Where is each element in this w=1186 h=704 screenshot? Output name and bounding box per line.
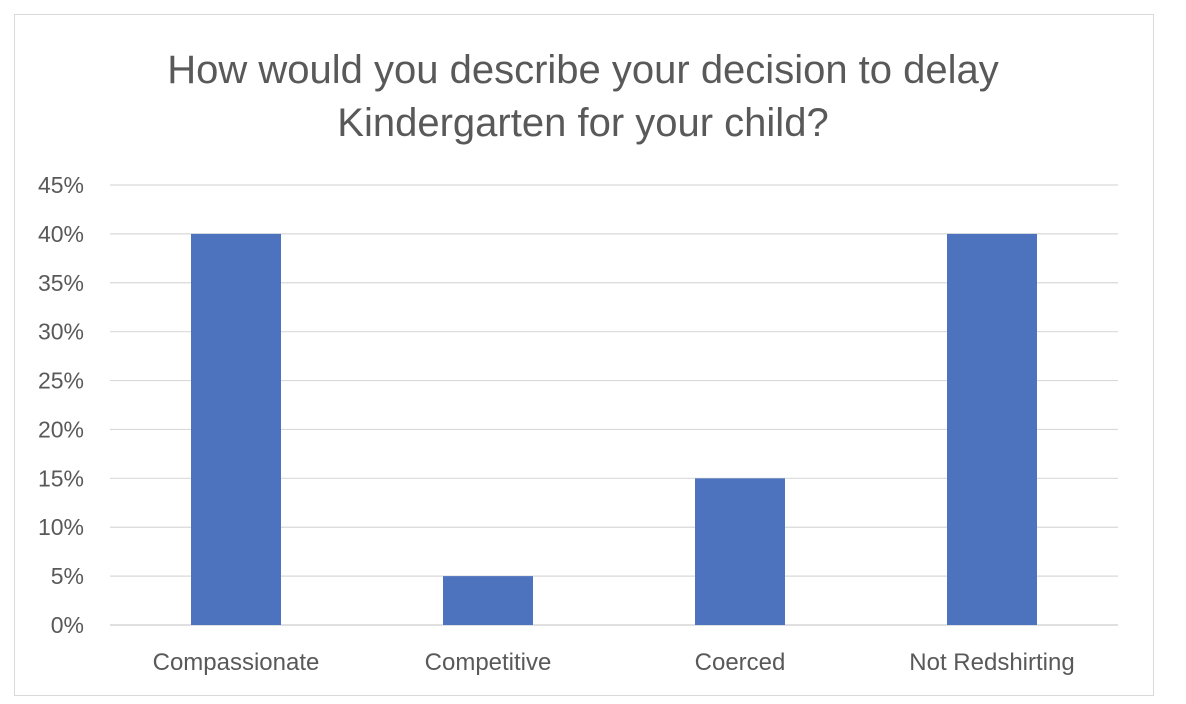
bar-competitive xyxy=(443,576,533,625)
y-tick-label: 15% xyxy=(38,465,84,491)
bar-compassionate xyxy=(191,233,281,625)
y-tick-label: 30% xyxy=(38,319,84,345)
y-tick-label: 0% xyxy=(51,612,84,638)
y-tick-label: 40% xyxy=(38,221,84,247)
x-axis-category-labels: Compassionate Competitive Coerced Not Redsh… xyxy=(153,649,1075,676)
chart-title-line2: Kindergarten for your child? xyxy=(337,101,828,145)
x-category-label: Competitive xyxy=(425,649,552,676)
bars xyxy=(191,233,1037,625)
y-tick-label: 10% xyxy=(38,514,84,540)
y-tick-label: 45% xyxy=(38,172,84,198)
bar-not-redshirting xyxy=(947,233,1037,625)
y-tick-label: 35% xyxy=(38,270,84,296)
chart-title: How would you describe your decision to … xyxy=(167,48,999,92)
y-tick-label: 5% xyxy=(51,563,84,589)
y-tick-label: 25% xyxy=(38,368,84,394)
bar-coerced xyxy=(695,478,785,625)
x-category-label: Coerced xyxy=(695,649,786,676)
x-category-label: Compassionate xyxy=(153,649,320,676)
y-tick-label: 20% xyxy=(38,416,84,442)
y-axis-tick-labels: 0% 5% 10% 15% 20% 25% 30% 35% 40% 45% xyxy=(38,172,84,638)
x-category-label: Not Redshirting xyxy=(909,649,1074,676)
